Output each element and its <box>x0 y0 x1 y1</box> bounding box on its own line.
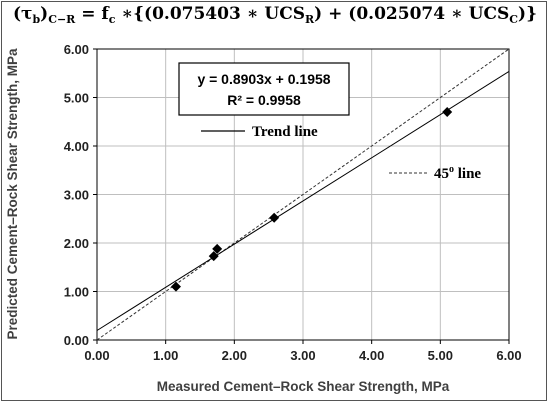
y-tick-label: 4.00 <box>64 139 89 154</box>
data-point <box>208 251 219 262</box>
fit-lines <box>96 48 510 341</box>
reference-45-line <box>96 48 510 341</box>
x-tick-label: 0.00 <box>84 348 109 363</box>
x-tick-label: 4.00 <box>359 348 384 363</box>
legend-reference-label: 45o line <box>434 164 481 182</box>
x-tick-label: 1.00 <box>153 348 178 363</box>
axis-ticks: 0.00 1.00 2.00 3.00 4.00 5.00 6.00 0.00 1.00 2.00… <box>64 42 522 363</box>
y-tick-label: 2.00 <box>64 236 89 251</box>
data-point <box>170 281 181 292</box>
data-point <box>442 107 453 118</box>
regression-box: y = 0.8903x + 0.1958 R² = 0.9958 <box>178 62 350 116</box>
regression-box-border <box>178 62 350 116</box>
y-tick-label: 1.00 <box>64 285 89 300</box>
x-tick-label: 2.00 <box>222 348 247 363</box>
legend-trend-label: Trend line <box>252 124 318 140</box>
regression-r-squared: R² = 0.9958 <box>227 92 301 108</box>
x-tick-label: 3.00 <box>290 348 315 363</box>
y-axis-title: Predicted Cement–Rock Shear Strength, MP… <box>5 48 20 340</box>
legend-trend: Trend line <box>201 124 318 140</box>
data-point <box>269 212 280 223</box>
x-axis-title: Measured Cement–Rock Shear Strength, MPa <box>157 379 450 394</box>
data-points <box>170 107 453 292</box>
y-tick-label: 6.00 <box>64 42 89 57</box>
trend-line <box>96 71 510 331</box>
model-equation: (τb)C−R = fc ∗{(0.075403 ∗ UCSR) + (0.02… <box>12 4 538 26</box>
y-tick-label: 0.00 <box>64 333 89 348</box>
legend-reference: 45o line <box>389 164 481 182</box>
x-tick-label: 6.00 <box>496 348 521 363</box>
data-point <box>212 243 223 254</box>
y-tick-label: 3.00 <box>64 188 89 203</box>
x-tick-label: 5.00 <box>428 348 453 363</box>
regression-equation: y = 0.8903x + 0.1958 <box>197 71 330 87</box>
y-tick-label: 5.00 <box>64 91 89 106</box>
